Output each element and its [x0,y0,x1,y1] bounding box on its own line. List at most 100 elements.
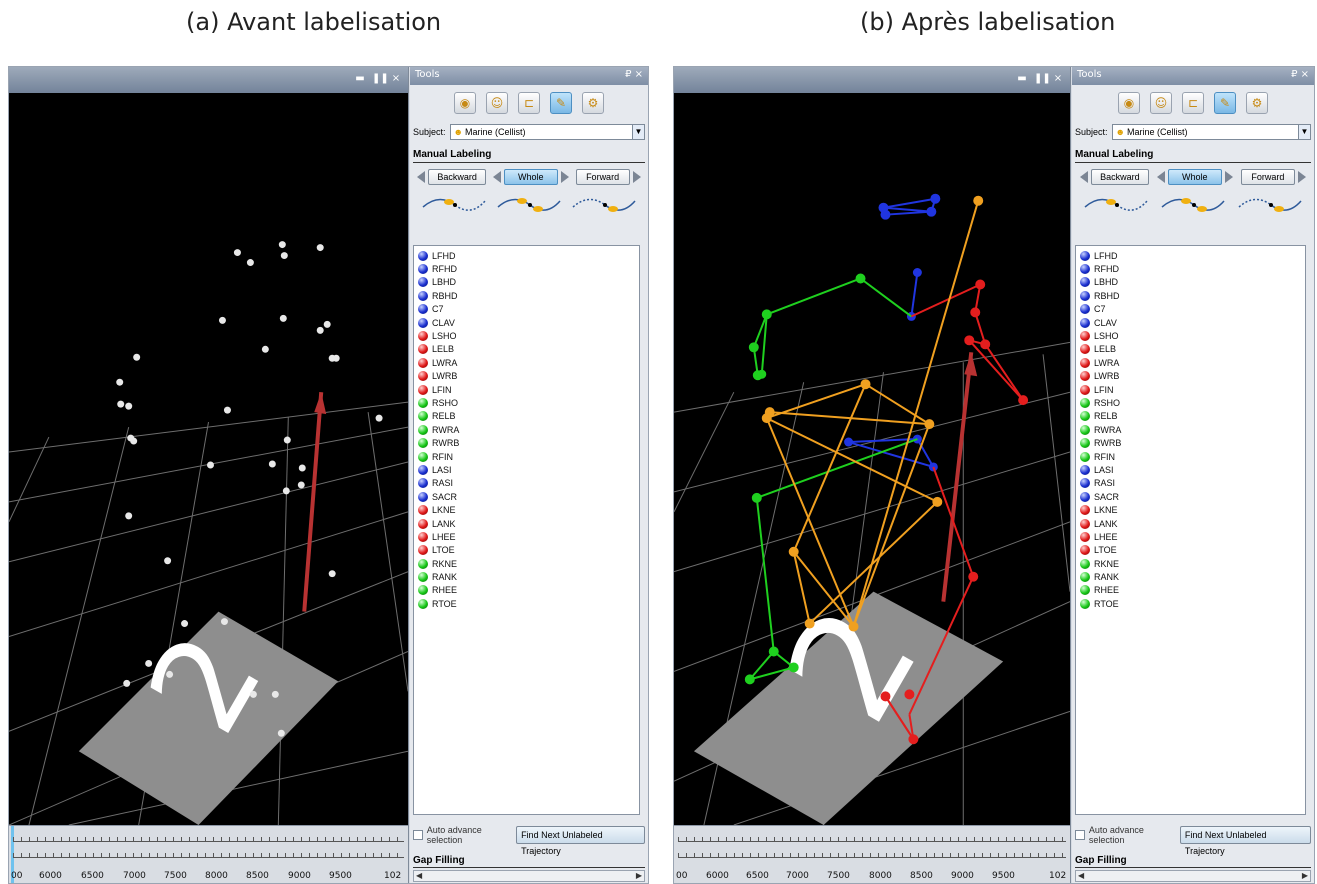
labeling-icon[interactable]: ☺ [486,92,508,114]
subject-select[interactable]: ☻ Marine (Cellist) ▼ [1111,124,1311,140]
marker-item[interactable]: RBHD [1080,289,1301,302]
marker-item[interactable]: LKNE [418,503,635,516]
chevron-down-icon[interactable]: ▼ [632,125,644,139]
marker-item[interactable]: C7 [1080,303,1301,316]
marker-item[interactable]: RFIN [1080,450,1301,463]
marker-item[interactable]: LWRB [1080,370,1301,383]
close-icon[interactable]: × [391,73,401,84]
split-icon[interactable]: ❚❚ [1034,73,1051,84]
timeline[interactable]: 00 6000 6500 7000 7500 8000 8500 9000 95… [674,825,1070,883]
settings-icon[interactable]: ⚙ [1246,92,1268,114]
marker-item[interactable]: LHEE [1080,530,1301,543]
marker-item[interactable]: LWRA [1080,356,1301,369]
marker-list[interactable]: LFHD RFHD LBHD RBHD C7 CLAV LSHO LELB LWRA LWRB LF… [1075,245,1306,815]
marker-item[interactable]: RHEE [1080,584,1301,597]
marker-item[interactable]: RFIN [418,450,635,463]
marker-item[interactable]: SACR [1080,490,1301,503]
marker-item[interactable]: LWRA [418,356,635,369]
auto-advance-checkbox[interactable]: Auto advance selection [413,825,516,845]
marker-item[interactable]: C7 [418,303,635,316]
forward-button[interactable]: Forward [1240,169,1295,185]
marker-item[interactable]: RASI [418,477,635,490]
marker-item[interactable]: LANK [418,517,635,530]
marker-item[interactable]: CLAV [1080,316,1301,329]
backward-button[interactable]: Backward [428,169,486,185]
horizontal-scrollbar[interactable]: ◀ ▶ [413,870,645,882]
marker-item[interactable]: RWRA [418,423,635,436]
marker-item[interactable]: RFHD [1080,262,1301,275]
labeling-icon[interactable]: ☺ [1150,92,1172,114]
marker-item[interactable]: LELB [1080,343,1301,356]
marker-item[interactable]: LFIN [1080,383,1301,396]
marker-item[interactable]: RASI [1080,477,1301,490]
backward-button[interactable]: Backward [1091,169,1149,185]
curve-whole-icon[interactable] [496,193,562,217]
marker-item[interactable]: RWRA [1080,423,1301,436]
close-icon[interactable]: × [1053,73,1063,84]
marker-item[interactable]: CLAV [418,316,635,329]
marker-item[interactable]: LBHD [1080,276,1301,289]
marker-item[interactable]: LFIN [418,383,635,396]
marker-item[interactable]: LFHD [418,249,635,262]
marker-item[interactable]: LASI [1080,463,1301,476]
marker-item[interactable]: RKNE [418,557,635,570]
dock-close-icon[interactable]: ₽ × [1291,69,1309,80]
subject-icon[interactable]: ◉ [1118,92,1140,114]
marker-item[interactable]: RSHO [1080,396,1301,409]
marker-item[interactable]: LWRB [418,370,635,383]
marker-item[interactable]: RELB [418,410,635,423]
curve-forward-icon[interactable] [1237,193,1303,217]
marker-item[interactable]: RANK [1080,570,1301,583]
marker-item[interactable]: LHEE [418,530,635,543]
split-icon[interactable]: ❚❚ [372,73,389,84]
find-next-button[interactable]: Find Next Unlabeled Trajectory [1179,826,1311,856]
marker-item[interactable]: LANK [1080,517,1301,530]
marker-item[interactable]: LTOE [418,544,635,557]
marker-item[interactable]: RWRB [418,436,635,449]
timeline-cursor[interactable] [11,826,14,883]
marker-item[interactable]: RKNE [1080,557,1301,570]
marker-item[interactable]: RHEE [418,584,635,597]
subject-icon[interactable]: ◉ [454,92,476,114]
marker-item[interactable]: LFHD [1080,249,1301,262]
scene-canvas[interactable]: 2 [9,93,408,825]
settings-icon[interactable]: ⚙ [582,92,604,114]
marker-item[interactable]: RTOE [1080,597,1301,610]
marker-list[interactable]: LFHD RFHD LBHD RBHD C7 CLAV LSHO LELB LWRA LWRB LF… [413,245,640,815]
marker-item[interactable]: LKNE [1080,503,1301,516]
marker-item[interactable]: LBHD [418,276,635,289]
marker-item[interactable]: LTOE [1080,544,1301,557]
scene-canvas[interactable]: 2 [674,93,1070,825]
curve-forward-icon[interactable] [571,193,637,217]
forward-button[interactable]: Forward [575,169,630,185]
chevron-down-icon[interactable]: ▼ [1298,125,1310,139]
gap-fill-icon[interactable]: ⊏ [1182,92,1204,114]
subject-select[interactable]: ☻ Marine (Cellist) ▼ [449,124,645,140]
label-tool-icon[interactable]: ✎ [1214,92,1236,114]
horizontal-scrollbar[interactable]: ◀ ▶ [1075,870,1311,882]
marker-item[interactable]: RWRB [1080,436,1301,449]
curve-whole-icon[interactable] [1160,193,1226,217]
whole-button[interactable]: Whole [1167,169,1222,185]
marker-item[interactable]: SACR [418,490,635,503]
maximize-icon[interactable]: ▬ [1017,73,1027,84]
timeline[interactable]: 00 6000 6500 7000 7500 8000 8500 9000 95… [9,825,408,883]
marker-item[interactable]: RBHD [418,289,635,302]
marker-item[interactable]: RELB [1080,410,1301,423]
3d-viewport[interactable]: ▬ ❚❚ × [9,67,409,883]
maximize-icon[interactable]: ▬ [355,73,365,84]
3d-viewport[interactable]: ▬ ❚❚ × [674,67,1071,883]
curve-backward-icon[interactable] [421,193,487,217]
marker-item[interactable]: RSHO [418,396,635,409]
find-next-button[interactable]: Find Next Unlabeled Trajectory [516,826,645,856]
gap-fill-icon[interactable]: ⊏ [518,92,540,114]
auto-advance-checkbox[interactable]: Auto advance selection [1075,825,1180,845]
marker-item[interactable]: RTOE [418,597,635,610]
curve-backward-icon[interactable] [1083,193,1149,217]
marker-item[interactable]: LELB [418,343,635,356]
marker-item[interactable]: LSHO [418,329,635,342]
label-tool-icon[interactable]: ✎ [550,92,572,114]
marker-item[interactable]: RANK [418,570,635,583]
dock-close-icon[interactable]: ₽ × [625,69,643,80]
whole-button[interactable]: Whole [503,169,558,185]
